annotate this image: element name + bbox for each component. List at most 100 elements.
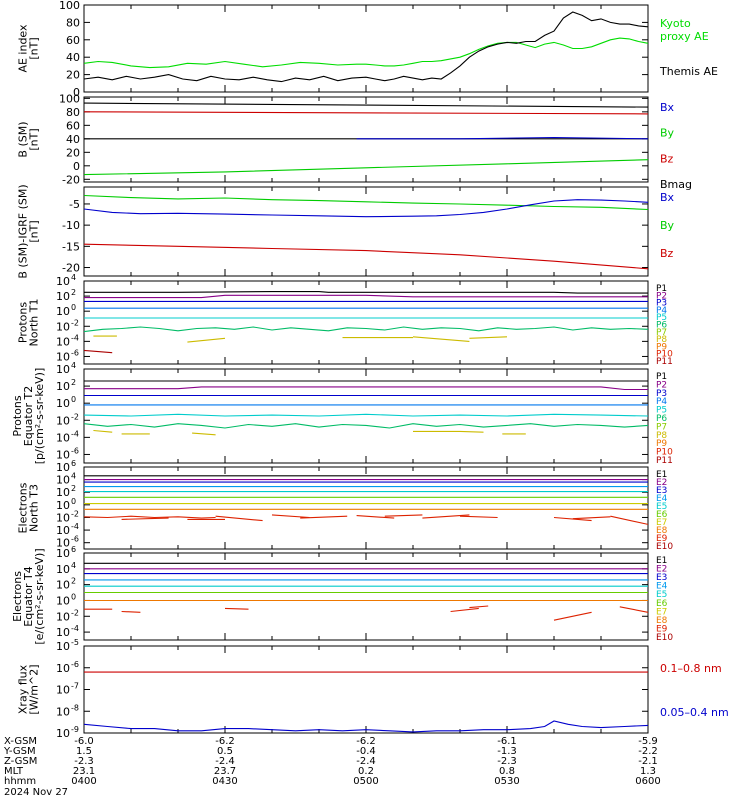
series-line <box>84 326 648 333</box>
time-axis-value: 23.1 <box>73 766 95 777</box>
y-tick-label: 10 <box>56 537 70 550</box>
legend-entry: P6 <box>656 321 667 331</box>
series-group <box>84 475 648 525</box>
y-tick-label: 10 <box>56 626 70 639</box>
legend-entry: P7 <box>656 422 667 432</box>
series-line <box>553 611 592 621</box>
series-group <box>84 380 648 436</box>
panel-bigrf: -20 -15 -10 -5 B (SM)-IGRF (SM)[nT] Bx By Bz <box>17 184 675 278</box>
legend-entry: P11 <box>656 456 673 466</box>
panel-frame <box>83 280 649 365</box>
y-tick-exponent: -5 <box>71 638 79 647</box>
y-axis-label: B (SM)-IGRF (SM) <box>17 184 30 278</box>
time-axis-value: -2.4 <box>356 756 376 767</box>
y-tick-exponent: -7 <box>71 682 79 691</box>
series-group <box>84 562 648 621</box>
series-line <box>192 432 216 436</box>
y-axis-label: North T1 <box>28 299 41 347</box>
y-tick-label: 10 <box>56 461 70 474</box>
legend-entry: P2 <box>656 291 667 301</box>
y-tick-label: 60 <box>66 34 80 47</box>
time-axis-value: 1.3 <box>640 766 656 777</box>
y-tick-label: 10 <box>56 290 70 303</box>
y-tick-exponent: 2 <box>71 288 76 297</box>
y-axis-label: Electrons <box>17 482 30 533</box>
y-tick-label: 10 <box>56 547 70 560</box>
time-axis-value: 0.2 <box>358 766 374 777</box>
y-tick-label: -15 <box>62 240 80 253</box>
legend-entry: P10 <box>656 448 673 458</box>
series-line <box>84 515 216 519</box>
time-axis-value: -5.9 <box>638 736 658 747</box>
series-line <box>84 423 648 429</box>
time-axis-value: -2.3 <box>497 756 517 767</box>
legend-entry: E6 <box>656 599 668 609</box>
series-line <box>469 336 508 339</box>
y-tick-label: 10 <box>56 363 70 376</box>
y-tick-exponent: -2 <box>71 608 79 617</box>
y-tick-label: 10 <box>56 335 70 348</box>
y-tick-label: 10 <box>56 563 70 576</box>
y-tick-label: 10 <box>56 320 70 333</box>
legend-entry: P6 <box>656 414 667 424</box>
y-axis-label: [W/m^2] <box>28 664 41 714</box>
series-line <box>459 515 498 519</box>
y-tick-label: 10 <box>56 640 70 653</box>
series-line <box>84 102 648 108</box>
y-tick-exponent: -4 <box>71 333 79 342</box>
y-tick-exponent: 4 <box>71 472 76 481</box>
time-axis-value: 0.8 <box>499 766 515 777</box>
y-axis-label: Equator T4 <box>22 566 35 626</box>
y-axis-label: AE index <box>17 24 30 73</box>
legend-entry: Bx <box>660 101 675 114</box>
time-axis-row-label: MLT <box>4 766 24 777</box>
y-axis-label: Protons <box>11 395 24 436</box>
legend-entry: P8 <box>656 335 667 345</box>
series-group <box>84 291 648 354</box>
y-tick-exponent: 4 <box>71 561 76 570</box>
y-tick-label: 80 <box>66 16 80 29</box>
series-line <box>384 514 423 517</box>
series-line <box>187 337 226 343</box>
time-axis-value: 0430 <box>212 776 237 787</box>
y-tick-label: 10 <box>56 414 70 427</box>
legend-entry: E5 <box>656 590 667 600</box>
series-line <box>356 136 648 140</box>
series-line <box>224 607 249 610</box>
legend-entry: E9 <box>656 534 668 544</box>
series-line <box>121 517 169 520</box>
legend-entry: E10 <box>656 542 673 552</box>
legend-entry: P10 <box>656 350 673 360</box>
y-tick-label: 10 <box>56 305 70 318</box>
y-tick-label: 10 <box>56 579 70 592</box>
series-line <box>215 515 263 522</box>
series-group <box>84 194 648 270</box>
legend-entry: E2 <box>656 565 667 575</box>
legend-entry: P3 <box>656 299 667 309</box>
legend-entry: P3 <box>656 389 667 399</box>
series-line <box>412 336 470 342</box>
legend-entry: P11 <box>656 357 673 367</box>
time-axis-value: 0530 <box>494 776 519 787</box>
y-tick-label: 10 <box>56 486 70 499</box>
series-line <box>84 413 648 417</box>
legend-entry: P5 <box>656 406 667 416</box>
y-tick-label: 10 <box>56 662 70 675</box>
time-axis-row-label: Y-GSM <box>3 746 36 757</box>
legend-entry: P4 <box>656 306 667 316</box>
legend-entry: P1 <box>656 284 667 294</box>
legend-entry: Bz <box>660 152 674 165</box>
legend-entry: E6 <box>656 510 668 520</box>
legend-entry: 0.05–0.4 nm <box>660 706 729 719</box>
series-line <box>356 515 395 519</box>
y-tick-exponent: -2 <box>71 318 79 327</box>
legend-entry: P8 <box>656 431 667 441</box>
y-tick-exponent: 0 <box>71 497 76 506</box>
time-axis-value: -2.1 <box>638 756 658 767</box>
series-line <box>84 199 648 218</box>
series-line <box>459 430 484 433</box>
